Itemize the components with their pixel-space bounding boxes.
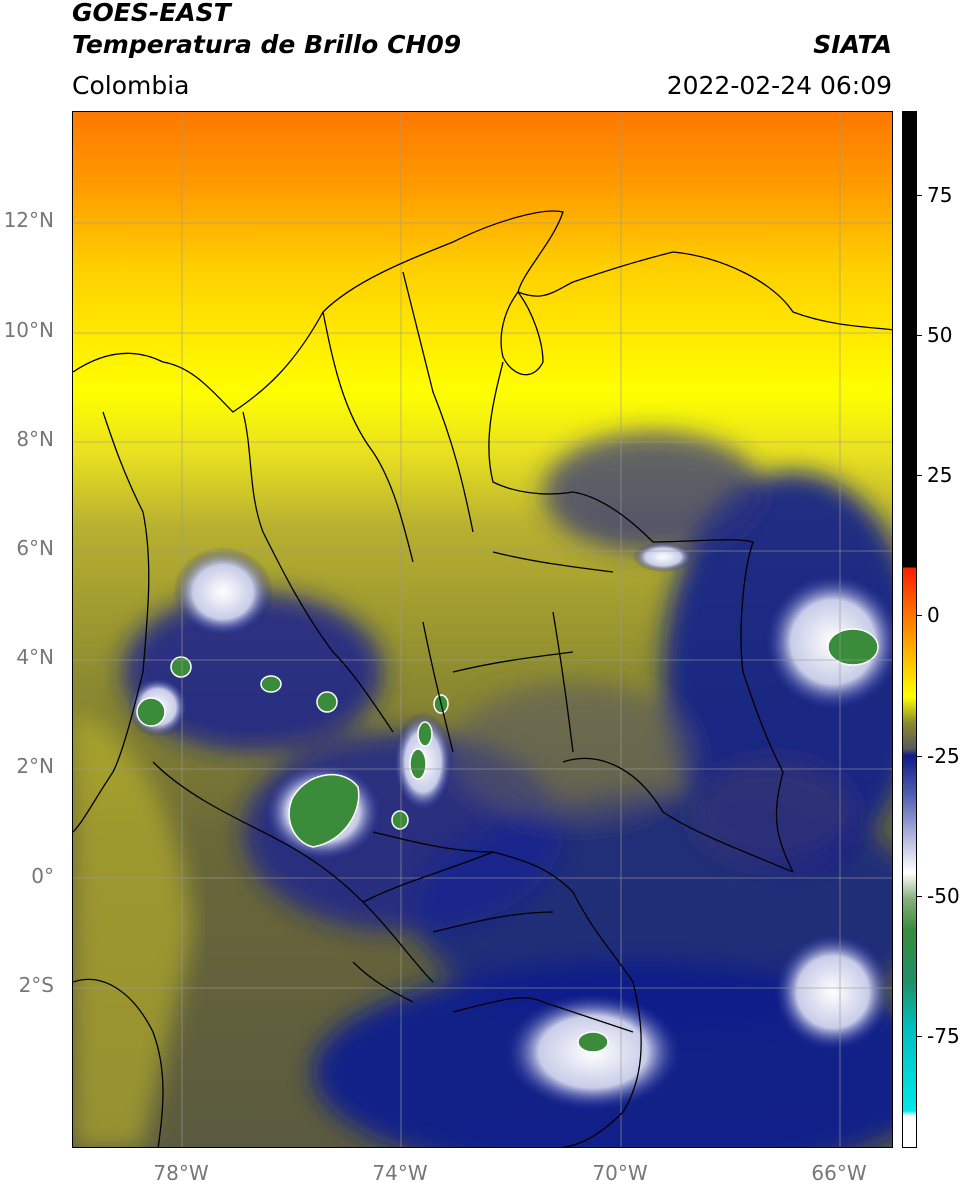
lon-label: 74°W — [372, 1161, 428, 1185]
colorbar-tick — [917, 1035, 922, 1037]
lat-label: 6°N — [16, 536, 54, 560]
lat-label: 8°N — [16, 427, 54, 451]
colorbar-tick — [917, 895, 922, 897]
colombia-peru-border — [362, 851, 642, 1147]
colorbar-tick — [917, 335, 922, 337]
colorbar-tick-label: -75 — [927, 1023, 960, 1048]
orinoco-dept-borders — [422, 551, 614, 753]
map-canvas — [73, 112, 892, 1147]
datetime-label: 2022-02-24 06:09 — [666, 71, 892, 100]
pacific-coast — [73, 411, 150, 833]
lon-label: 66°W — [811, 1161, 867, 1185]
andes-dept-borders — [242, 271, 474, 733]
colorbar-tick — [917, 195, 922, 197]
coldest-tops — [136, 628, 879, 1053]
satellite-map[interactable] — [72, 111, 893, 1148]
brand-label: SIATA — [813, 30, 892, 59]
colombia-venezuela-border — [488, 361, 794, 873]
graticule — [73, 112, 892, 1147]
lat-label: 12°N — [3, 208, 54, 232]
lat-label: 10°N — [3, 318, 54, 342]
lat-label: 4°N — [16, 645, 54, 669]
lon-label: 78°W — [153, 1161, 209, 1185]
colorbar-tick-label: 50 — [927, 323, 953, 348]
borders — [73, 210, 892, 1147]
maracaibo-lake — [500, 290, 544, 376]
satellite-title: GOES-EAST — [72, 0, 231, 27]
colorbar — [902, 111, 917, 1148]
peru-brazil-border — [452, 997, 634, 1033]
pacific-warm-area — [73, 712, 193, 1147]
colorbar-tick — [917, 755, 922, 757]
lon-label: 70°W — [592, 1161, 648, 1185]
colorbar-tick-label: -25 — [927, 743, 960, 768]
lat-label: 2°S — [18, 973, 54, 997]
colorbar-tick — [917, 475, 922, 477]
venezuela-brazil-border — [562, 757, 794, 873]
colombia-ecuador-border — [152, 761, 434, 983]
colorbar-tick-label: 0 — [927, 603, 940, 628]
lat-label: 0° — [31, 864, 54, 888]
amazon-dept-borders — [352, 831, 554, 1003]
colorbar-tick — [917, 615, 922, 617]
caribbean-coast — [73, 210, 892, 413]
region-label: Colombia — [72, 71, 190, 100]
convective-cores — [128, 542, 892, 1112]
colorbar-tick-label: 75 — [927, 183, 953, 208]
lat-label: 2°N — [16, 754, 54, 778]
colorbar-tick-label: -50 — [927, 883, 960, 908]
south-coast — [73, 978, 164, 1147]
product-title: Temperatura de Brillo CH09 — [72, 30, 462, 59]
colorbar-tick-label: 25 — [927, 463, 953, 488]
